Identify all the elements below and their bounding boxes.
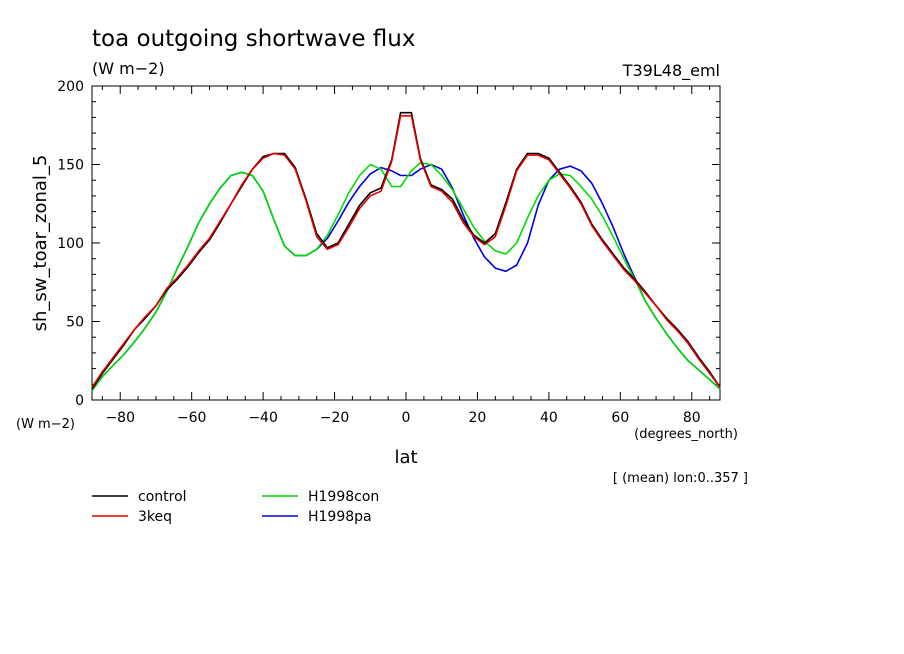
legend-label-H1998con: H1998con bbox=[308, 489, 379, 505]
y-tick-label: 150 bbox=[57, 158, 84, 174]
x-tick-label: 20 bbox=[469, 410, 487, 426]
legend-label-control: control bbox=[138, 489, 187, 505]
legend-label-H1998pa: H1998pa bbox=[308, 509, 372, 525]
plot-frame bbox=[91, 85, 721, 401]
series-lines bbox=[91, 111, 721, 392]
x-tick-label: −60 bbox=[177, 410, 207, 426]
x-tick-label: −20 bbox=[320, 410, 350, 426]
y-tick-label: 0 bbox=[75, 393, 84, 409]
averaging-note: [ (mean) lon:0..357 ] bbox=[613, 471, 748, 486]
series-line-H1998con bbox=[91, 162, 721, 392]
x-tick-label: 60 bbox=[611, 410, 629, 426]
y-tick-label: 100 bbox=[57, 236, 84, 252]
legend-label-3keq: 3keq bbox=[138, 509, 172, 525]
chart-title: toa outgoing shortwave flux bbox=[92, 26, 415, 52]
tick-labels: −80 −60 −40 −20 0 20 40 60 80 0 50 100 150 200 bbox=[57, 79, 700, 426]
legend: control 3keq H1998con H1998pa bbox=[92, 489, 379, 525]
series-line-H1998pa bbox=[91, 163, 721, 392]
axis-ticks bbox=[92, 85, 720, 401]
series-line-control bbox=[91, 111, 721, 390]
x-axis-label: lat bbox=[394, 447, 417, 468]
y-axis-label: sh_sw_toar_zonal_5 bbox=[30, 155, 51, 332]
y-axis-units: (W m−2) bbox=[16, 417, 75, 432]
series-line-3keq bbox=[91, 115, 721, 388]
x-tick-label: −40 bbox=[248, 410, 278, 426]
y-tick-label: 200 bbox=[57, 79, 84, 95]
x-axis-units: (degrees_north) bbox=[634, 427, 738, 442]
x-tick-label: 0 bbox=[402, 410, 411, 426]
chart-units: (W m−2) bbox=[92, 59, 165, 78]
experiment-label: T39L48_eml bbox=[622, 61, 720, 81]
x-tick-label: −80 bbox=[105, 410, 135, 426]
x-tick-label: 40 bbox=[540, 410, 558, 426]
x-tick-label: 80 bbox=[683, 410, 701, 426]
y-tick-label: 50 bbox=[66, 315, 84, 331]
